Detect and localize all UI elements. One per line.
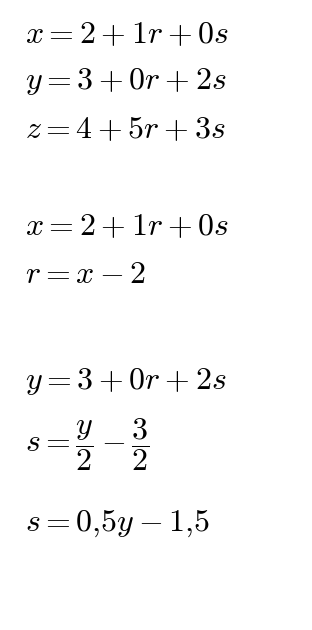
Text: $y = 3 + 0r + 2s$: $y = 3 + 0r + 2s$ — [25, 365, 227, 397]
Text: $r = x - 2$: $r = x - 2$ — [25, 258, 146, 290]
Text: $x = 2 + 1r + 0s$: $x = 2 + 1r + 0s$ — [25, 211, 229, 243]
Text: $z = 4 + 5r + 3s$: $z = 4 + 5r + 3s$ — [25, 113, 226, 145]
Text: $s = \dfrac{y}{2} - \dfrac{3}{2}$: $s = \dfrac{y}{2} - \dfrac{3}{2}$ — [25, 416, 150, 472]
Text: $x = 2 + 1r + 0s$: $x = 2 + 1r + 0s$ — [25, 19, 229, 50]
Text: $s = 0{,}5y - 1{,}5$: $s = 0{,}5y - 1{,}5$ — [25, 507, 210, 539]
Text: $y = 3 + 0r + 2s$: $y = 3 + 0r + 2s$ — [25, 66, 227, 98]
